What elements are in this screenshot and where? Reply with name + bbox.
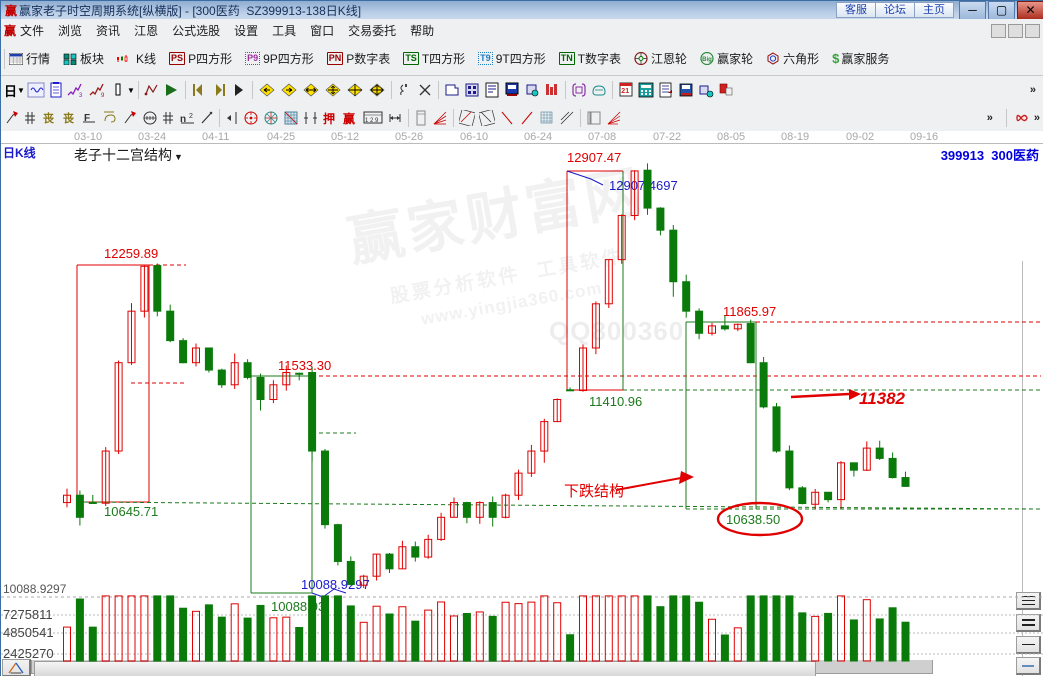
svg-text:3: 3	[79, 93, 83, 98]
svg-text:21: 21	[621, 88, 629, 95]
svg-text:9: 9	[101, 93, 105, 98]
svg-text:1 2 9: 1 2 9	[365, 118, 379, 124]
svg-text:2: 2	[189, 113, 193, 120]
svg-text:Big: Big	[702, 57, 712, 63]
svg-text:赢: 赢	[343, 111, 355, 126]
svg-text:丧: 丧	[63, 111, 75, 125]
svg-text:丧: 丧	[43, 111, 55, 125]
svg-text:押: 押	[323, 111, 335, 126]
